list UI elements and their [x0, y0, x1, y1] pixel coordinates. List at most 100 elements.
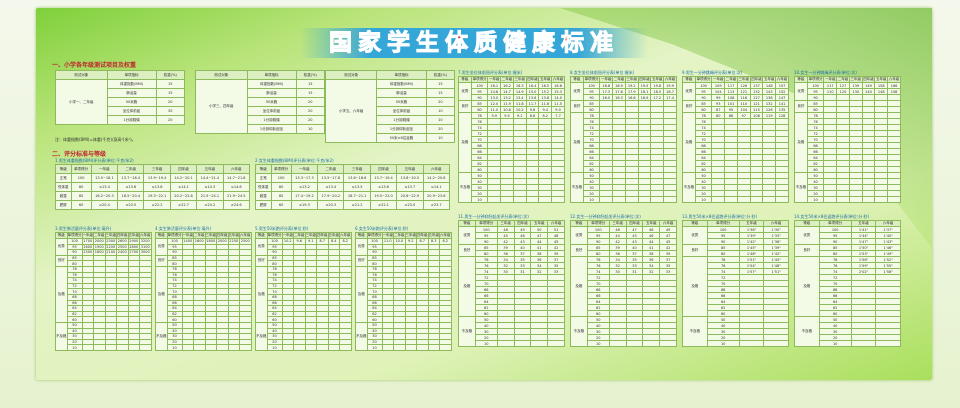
table-cell: 20: [425, 124, 456, 134]
table-row: 及格 78 9.9 9.5 9.1 8.6 8.2 7.7: [458, 112, 565, 173]
table-cell: [439, 305, 452, 312]
table-cell: [439, 338, 452, 346]
table-cell: ≥20.4: [90, 200, 119, 210]
table-row: 10: [56, 344, 152, 351]
table-cell: [139, 277, 152, 284]
grade-cell: 不及格: [570, 316, 588, 347]
table-row: 76: [56, 271, 152, 279]
table-cell: 40: [366, 327, 383, 335]
column-header: 一年级: [81, 232, 94, 239]
table-title: 10.女生一分钟跳绳评分表(单位:次): [794, 70, 857, 75]
table-cell: [663, 196, 677, 203]
table-cell: 3000: [139, 249, 152, 256]
table-row: 60: [156, 316, 252, 323]
table-cell: [204, 305, 217, 312]
table-cell: 2000: [216, 238, 229, 245]
table-cell: [339, 310, 352, 318]
table-cell: [193, 316, 206, 323]
column-header: 一年级: [487, 76, 502, 83]
grade-cell: 不及格: [794, 172, 808, 203]
table-row: 及格 78: [794, 112, 901, 173]
column-header: 等级: [55, 164, 72, 174]
data-table: 等级 单项得分 五年级 六年级 优秀 100 1'36" 1'30" 95 1'39" 1'33" 9…: [682, 220, 789, 347]
table-cell: ≤13.4: [317, 182, 345, 192]
table-cell: [227, 260, 240, 267]
table-row: 20: [256, 338, 352, 346]
table-row: 小学五、六年级 体重指数(BMI) 15: [324, 79, 456, 143]
column-header: 一年级: [181, 232, 194, 239]
grade-cell: 不及格: [155, 321, 168, 351]
table-cell: [127, 288, 140, 295]
table-cell: [239, 271, 252, 279]
table-row: 95: [256, 243, 352, 251]
table-cell: 70: [66, 288, 83, 295]
table-cell: [439, 277, 452, 284]
header-row: 等级 单项得分 三年级 四年级 五年级 六年级: [570, 220, 677, 227]
table-row: 30: [256, 333, 352, 340]
table-cell: [738, 340, 765, 347]
table-cell: 13.7~19.4: [369, 173, 398, 183]
table-cell: 2500: [116, 243, 129, 251]
table-cell: 70: [166, 288, 183, 295]
grade-cell: 不及格: [682, 172, 696, 203]
bmi-table-boys: 1.男生体重指数(BMI)评分表(单位:千克/米2) 等级 单项得分 一年级 二年级 三年…: [55, 158, 251, 210]
table-row: 76: [356, 271, 452, 279]
table-cell: [642, 340, 661, 347]
table-title: 5.男生50米跑评分表(单位:秒): [255, 226, 309, 231]
table-cell: 坐位体前屈: [106, 106, 157, 116]
table-cell: ≤13.4: [90, 182, 119, 192]
table-cell: 10: [586, 340, 610, 347]
table-cell: [339, 282, 352, 290]
table-cell: 30: [166, 333, 183, 340]
table-cell: 10: [66, 344, 83, 351]
table-cell: 10: [582, 196, 601, 203]
table-row: 40: [156, 327, 252, 335]
table-title: 7.男生坐位体前屈评分表(单位:厘米): [458, 70, 523, 75]
table-cell: [127, 338, 140, 346]
table-cell: [127, 310, 140, 318]
table-cell: [500, 196, 514, 203]
table-cell: [104, 344, 117, 351]
table-row: 不及格 50: [570, 316, 677, 347]
table-cell: [439, 266, 452, 273]
column-header: 二年级: [836, 76, 850, 83]
table-row: 70: [571, 136, 677, 143]
table-cell: ≤13.8: [143, 182, 171, 192]
table-cell: 14.2~20.1: [169, 173, 198, 183]
table-cell: 14.2~20.8: [422, 173, 451, 183]
data-table: 等级 单项得分 一年级 二年级 三年级 四年级 五年级 六年级 优秀 100 18.6 18.9 19.…: [570, 76, 677, 203]
grade-cell: 优秀: [55, 238, 68, 256]
table-row: 95 1'39" 1'33": [683, 232, 789, 239]
table-row: 40: [356, 327, 452, 335]
table-cell: [239, 277, 252, 284]
table-cell: [227, 254, 240, 262]
table-cell: 85: [266, 254, 283, 262]
table-cell: [339, 288, 352, 295]
table-cell: [530, 340, 549, 347]
column-header: 五年级: [127, 232, 140, 239]
column-header: 二年级: [93, 232, 106, 239]
table-cell: ≥23.7: [422, 200, 451, 210]
table-cell: ≥22.2: [143, 200, 171, 210]
table-cell: [193, 299, 206, 307]
table-cell: 肺活量: [376, 88, 427, 98]
table-row: 小学一、二年级 体重指数(BMI) 15: [55, 79, 186, 125]
table-cell: 17.9~20.2: [317, 191, 345, 201]
header-row: 测试对象 单项指标 权重(%): [324, 70, 456, 80]
table-cell: ≥24.2: [196, 200, 224, 210]
table-cell: 20: [266, 338, 283, 346]
table-cell: [204, 316, 217, 323]
table-cell: [227, 338, 240, 346]
column-header: 三年级: [404, 232, 417, 239]
grade-cell: 及格: [355, 265, 368, 323]
data-table: 测试对象 单项指标 权重(%) 小学五、六年级 体重指数(BMI) 15 肺活量 15 50米跑…: [324, 70, 456, 143]
table-cell: 62: [366, 310, 383, 318]
grade-cell: 良好: [682, 100, 696, 113]
table-cell: [439, 299, 452, 307]
table-cell: 14.7~21.8: [222, 173, 251, 183]
column-header: 测试对象: [324, 70, 378, 80]
grade-cell: 及格: [682, 112, 696, 173]
table-cell: 74: [66, 277, 83, 284]
table-cell: ≤14.3: [196, 182, 224, 192]
column-header: 二年级: [317, 164, 345, 174]
